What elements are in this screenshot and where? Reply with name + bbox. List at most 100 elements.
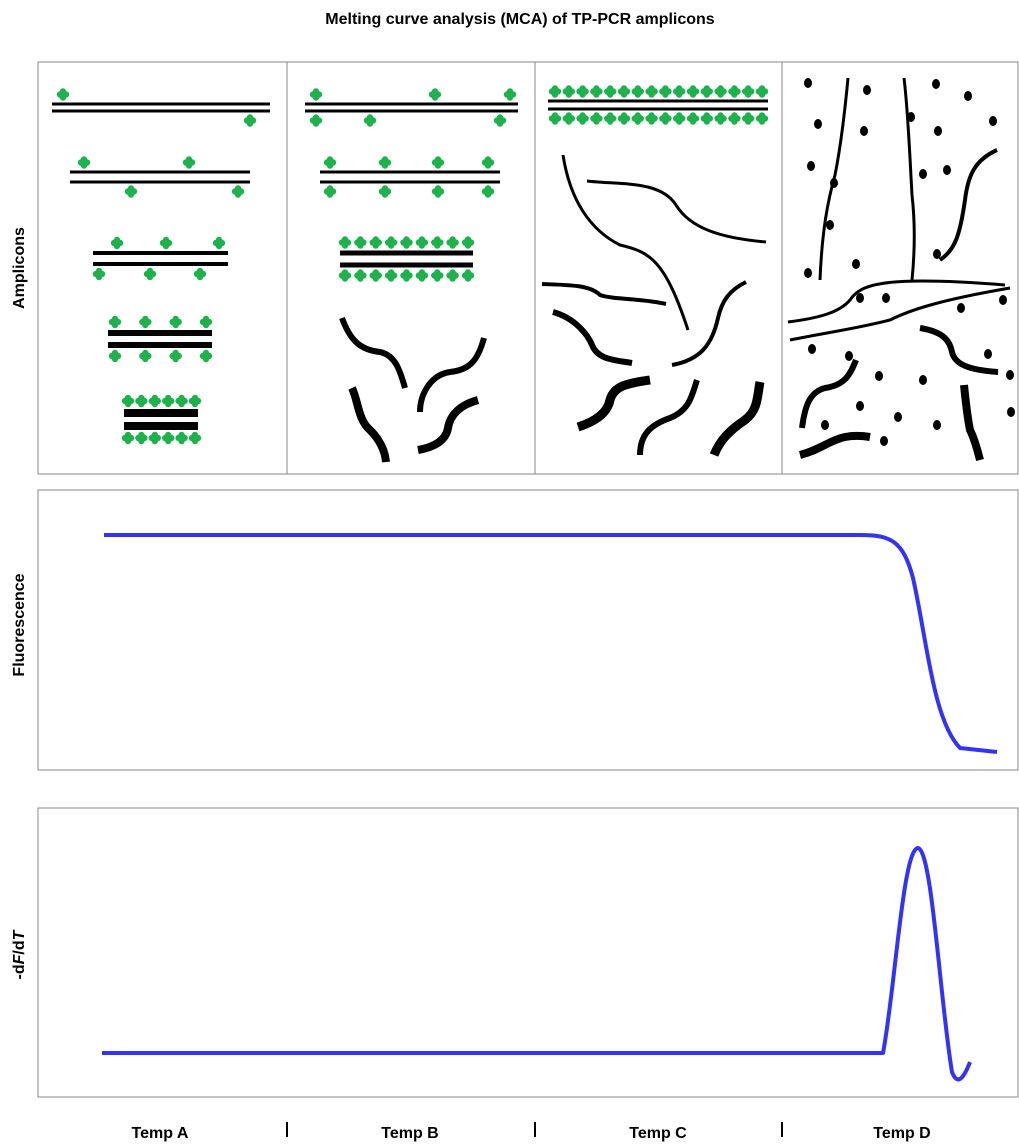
dye (759, 88, 765, 94)
dye (165, 435, 171, 441)
dot (821, 420, 829, 430)
single-strand (587, 181, 766, 242)
dot (919, 375, 927, 385)
dye (152, 435, 158, 441)
dye (690, 115, 696, 121)
dye (192, 398, 198, 404)
dye (607, 115, 613, 121)
dye (197, 271, 203, 277)
dye (465, 272, 471, 278)
single-strand (800, 436, 870, 455)
single-strand (553, 312, 632, 363)
dot (808, 344, 816, 354)
y-label: Amplicons (11, 227, 28, 309)
dye (388, 239, 394, 245)
dye (163, 240, 169, 246)
dye (465, 239, 471, 245)
dye (125, 398, 131, 404)
dot (826, 220, 834, 230)
y-label: -dF/dT (11, 929, 28, 979)
dye (419, 239, 425, 245)
dye (172, 319, 178, 325)
dye (676, 115, 682, 121)
dye (114, 240, 120, 246)
dot (880, 436, 888, 446)
dye (745, 115, 751, 121)
dye (357, 272, 363, 278)
dot (856, 293, 864, 303)
dye (192, 435, 198, 441)
dot (999, 295, 1007, 305)
dye (96, 271, 102, 277)
dye (172, 353, 178, 359)
dye (373, 272, 379, 278)
dye (142, 319, 148, 325)
dye (434, 239, 440, 245)
dot (856, 401, 864, 411)
label-part: /d (11, 940, 28, 954)
dot (852, 259, 860, 269)
dye (142, 353, 148, 359)
dye (449, 239, 455, 245)
dye (203, 353, 209, 359)
dye (579, 115, 585, 121)
dye (367, 117, 373, 123)
dot (863, 85, 871, 95)
single-strand (563, 155, 688, 330)
dye (138, 398, 144, 404)
dye (717, 115, 723, 121)
temp-label: Temp B (381, 1125, 438, 1142)
label-part: -d (11, 964, 28, 979)
dye (178, 398, 184, 404)
fluorescence-panel (38, 490, 1018, 770)
dot (964, 91, 972, 101)
dot (933, 420, 941, 430)
dye (432, 91, 438, 97)
amplicon-drawing (52, 78, 1015, 462)
single-strand (352, 388, 386, 462)
dye (593, 115, 599, 121)
single-strand (542, 284, 666, 304)
dye (621, 88, 627, 94)
dye (403, 272, 409, 278)
dye (552, 88, 558, 94)
dot (933, 249, 941, 259)
dot (919, 169, 927, 179)
dot (875, 371, 883, 381)
dye (717, 88, 723, 94)
dye (662, 115, 668, 121)
dot (882, 293, 890, 303)
y-label: Fluorescence (11, 573, 28, 676)
dye (178, 435, 184, 441)
dye (435, 188, 441, 194)
dye (186, 159, 192, 165)
dye (507, 91, 513, 97)
dye (635, 115, 641, 121)
dye (690, 88, 696, 94)
dye (388, 272, 394, 278)
temp-label: Temp C (629, 1125, 687, 1142)
dye (497, 117, 503, 123)
fluorescence-curve (104, 535, 997, 752)
dye (327, 159, 333, 165)
dye (704, 88, 710, 94)
single-strand (714, 382, 760, 455)
temp-label: Temp A (132, 1125, 189, 1142)
dot (989, 116, 997, 126)
dye (382, 159, 388, 165)
dye (552, 115, 558, 121)
dye (138, 435, 144, 441)
dot (894, 412, 902, 422)
figure: Melting curve analysis (MCA) of TP-PCR a… (0, 0, 1019, 1144)
dye (216, 240, 222, 246)
dye (648, 115, 654, 121)
dye (313, 117, 319, 123)
derivative-curve (102, 848, 970, 1079)
dye (373, 239, 379, 245)
dye (745, 88, 751, 94)
dot (845, 351, 853, 361)
dye (566, 88, 572, 94)
dye (203, 319, 209, 325)
dye (434, 272, 440, 278)
single-strand (802, 360, 856, 428)
